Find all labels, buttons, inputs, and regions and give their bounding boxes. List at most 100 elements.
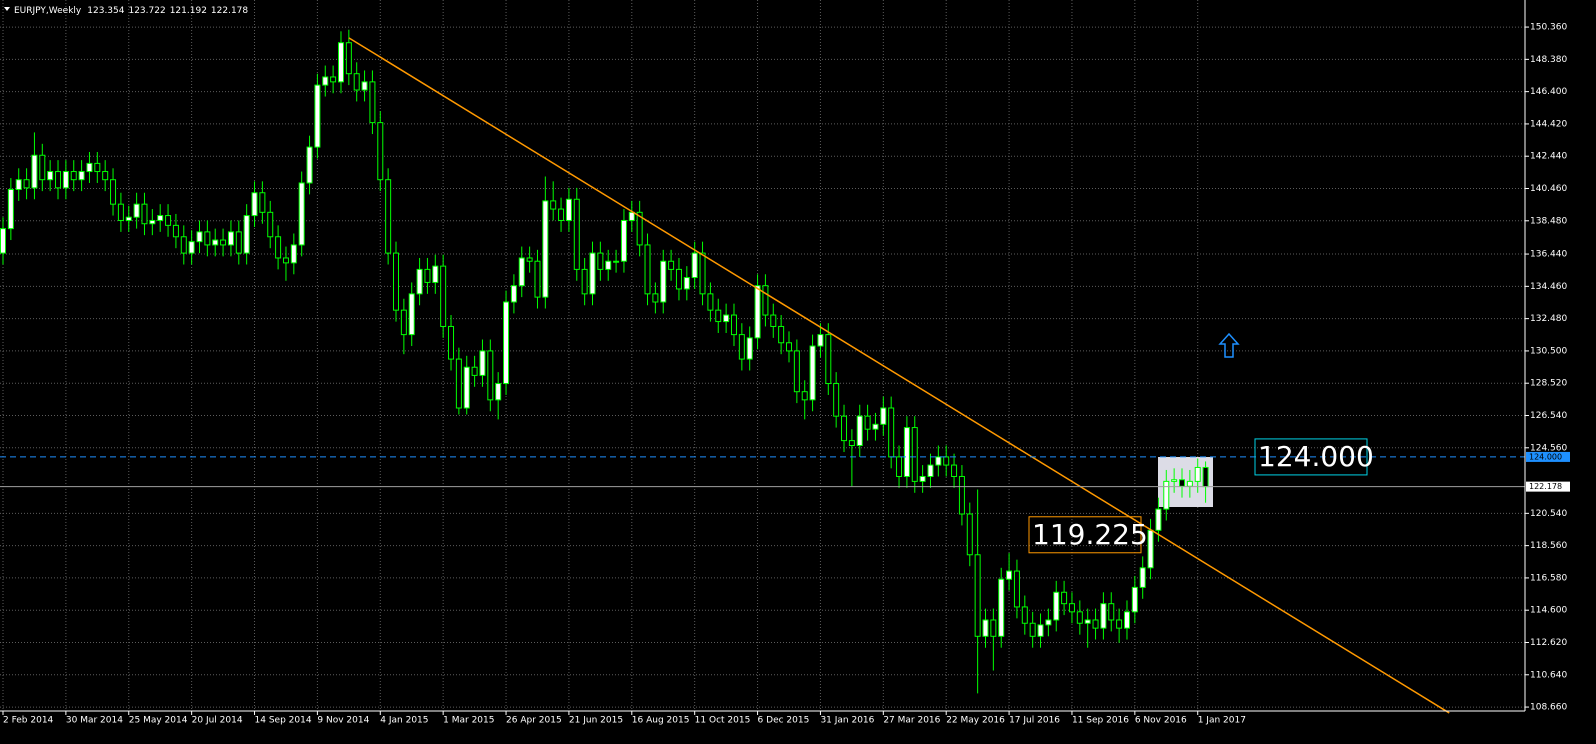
x-tick-label: 2 Feb 2014 xyxy=(3,716,54,726)
bid-tag xyxy=(1526,481,1570,492)
candle-body xyxy=(825,334,832,385)
candle-body xyxy=(683,277,690,290)
level-tag xyxy=(1526,451,1570,462)
candle-body xyxy=(998,578,1005,637)
candle-body xyxy=(809,345,816,401)
candle-body xyxy=(487,350,494,401)
candle-body xyxy=(613,260,620,263)
candle-body xyxy=(872,423,879,430)
candle-body xyxy=(337,42,344,83)
candle-body xyxy=(141,203,148,225)
y-tick-label: 108.660 xyxy=(1530,703,1567,713)
candle-body xyxy=(369,81,376,124)
candle-body xyxy=(235,231,242,254)
candle-body xyxy=(1163,480,1170,510)
x-tick-label: 14 Sep 2014 xyxy=(255,716,312,726)
candle-body xyxy=(424,268,431,283)
header-low: 121.192 xyxy=(170,6,207,16)
y-tick-label: 138.480 xyxy=(1530,216,1567,226)
header-close: 122.178 xyxy=(211,6,248,16)
candle-body xyxy=(1092,619,1099,629)
candle-body xyxy=(746,337,753,360)
candle-body xyxy=(990,619,997,637)
candle-body xyxy=(880,407,887,425)
candle-body xyxy=(652,293,659,303)
candle-body xyxy=(738,334,745,360)
y-tick-label: 148.380 xyxy=(1530,55,1567,65)
candle-body xyxy=(1045,619,1052,626)
candle-body xyxy=(935,456,942,466)
candle-body xyxy=(361,81,368,91)
trendline-label: 119.225 xyxy=(1032,518,1148,551)
candle-body xyxy=(259,192,266,213)
candle-body xyxy=(251,192,258,217)
candle-body xyxy=(668,260,675,270)
candle-body xyxy=(495,383,502,401)
x-tick-label: 31 Jan 2016 xyxy=(820,716,874,726)
candle-body xyxy=(125,216,132,221)
candle-body xyxy=(786,342,792,352)
bid-tag-label: 122.178 xyxy=(1529,482,1562,491)
candle-body xyxy=(581,268,588,295)
candle-body xyxy=(526,257,533,262)
y-tick-label: 126.540 xyxy=(1530,411,1567,421)
candle-body xyxy=(55,171,62,189)
candle-body xyxy=(306,146,313,184)
candle-body xyxy=(982,619,989,637)
candle-body xyxy=(675,268,682,290)
candle-body xyxy=(463,366,470,409)
candle-body xyxy=(400,309,407,336)
candle-body xyxy=(1179,479,1185,487)
candle-body xyxy=(1123,611,1130,629)
candle-body xyxy=(833,383,840,417)
candle-body xyxy=(1155,508,1162,531)
header-open: 123.354 xyxy=(87,6,124,16)
candle-body xyxy=(86,162,93,173)
header: EURJPY,Weekly 123.354 123.722 121.192 122.17… xyxy=(14,6,248,16)
candle-body xyxy=(102,171,109,181)
candle-body xyxy=(966,513,973,556)
y-tick-label: 116.580 xyxy=(1530,573,1567,583)
x-tick-label: 27 Mar 2016 xyxy=(883,716,940,726)
overlay: 119.225 124.000 xyxy=(0,37,1525,714)
candle-body xyxy=(1053,591,1060,621)
candle-body xyxy=(204,231,211,246)
candle-body xyxy=(518,257,525,287)
candle-body xyxy=(1006,570,1013,580)
candle-body xyxy=(353,73,360,91)
candle-body xyxy=(1037,624,1044,637)
x-tick-label: 25 May 2014 xyxy=(129,716,188,726)
x-tick-label: 11 Oct 2015 xyxy=(695,716,751,726)
candle-body xyxy=(1061,591,1068,605)
candle-body xyxy=(188,241,195,254)
candle-body xyxy=(848,440,855,447)
level-label: 124.000 xyxy=(1258,440,1374,473)
x-tick-label: 26 Apr 2015 xyxy=(506,716,562,726)
candle-body xyxy=(149,219,156,225)
candle-body xyxy=(793,350,800,393)
x-tick-label: 16 Aug 2015 xyxy=(632,716,690,726)
candle-body xyxy=(534,260,541,298)
candle-body xyxy=(110,179,117,205)
y-tick-label: 128.520 xyxy=(1530,379,1567,389)
candle-body xyxy=(471,366,478,376)
candle-body xyxy=(770,314,777,327)
candle-body xyxy=(377,122,384,181)
y-tick-label: 130.500 xyxy=(1530,346,1567,356)
candle-body xyxy=(1013,570,1020,608)
candle-body xyxy=(408,293,415,336)
x-tick-label: 30 Mar 2014 xyxy=(66,716,123,726)
candle-body xyxy=(47,171,54,181)
candle-body xyxy=(911,427,918,482)
candle-body xyxy=(39,154,46,181)
candle-body xyxy=(180,236,187,254)
candle-body xyxy=(1021,606,1028,624)
candle-body xyxy=(298,182,305,246)
grid xyxy=(0,0,1525,710)
x-tick-label: 1 Mar 2015 xyxy=(443,716,494,726)
y-tick-label: 124.560 xyxy=(1530,443,1567,453)
candle-body xyxy=(542,200,549,298)
candle-body xyxy=(620,219,627,262)
candle-body xyxy=(1108,603,1115,621)
